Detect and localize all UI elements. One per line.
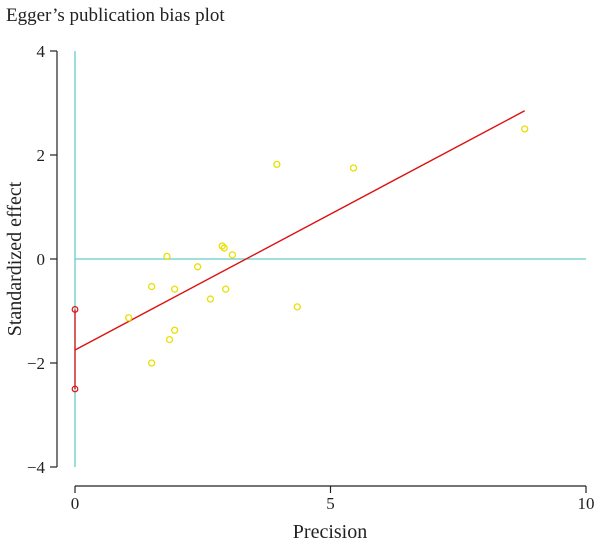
chart-title: Egger’s publication bias plot — [6, 5, 225, 26]
data-point-12 — [228, 251, 237, 259]
y-axis-label: Standardized effect — [4, 181, 26, 336]
y-tick-label--2: −2 — [27, 354, 45, 373]
intercept-ci-end-0 — [71, 385, 79, 393]
data-point-0 — [125, 314, 133, 322]
x-tick-label-5: 5 — [326, 494, 335, 513]
data-point-10 — [220, 244, 228, 252]
data-point-11 — [222, 285, 230, 293]
data-point-4 — [165, 335, 174, 344]
data-point-14 — [293, 303, 301, 311]
data-point-15 — [349, 164, 358, 172]
plot-area — [71, 51, 586, 467]
data-point-3 — [163, 252, 171, 261]
data-point-7 — [193, 263, 202, 271]
x-axis-ticks: 0 5 10 — [71, 486, 595, 513]
data-point-2 — [147, 359, 156, 367]
data-point-13 — [273, 160, 281, 169]
data-point-9 — [218, 242, 226, 250]
x-tick-label-0: 0 — [71, 494, 80, 513]
x-tick-label-10: 10 — [578, 494, 595, 513]
y-tick-label-2: 2 — [37, 146, 46, 165]
regression-line — [74, 110, 526, 351]
y-axis-ticks: −4 −2 0 2 4 — [27, 42, 57, 477]
data-point-6 — [170, 326, 179, 334]
data-point-16 — [521, 125, 529, 133]
x-axis-label: Precision — [293, 521, 367, 543]
data-point-5 — [170, 285, 179, 293]
intercept-ci-end-1 — [71, 306, 79, 313]
y-tick-label-4: 4 — [37, 42, 46, 61]
y-tick-label-0: 0 — [37, 250, 46, 269]
data-point-1 — [147, 282, 156, 291]
y-tick-label--4: −4 — [27, 458, 46, 477]
data-point-8 — [206, 295, 215, 303]
